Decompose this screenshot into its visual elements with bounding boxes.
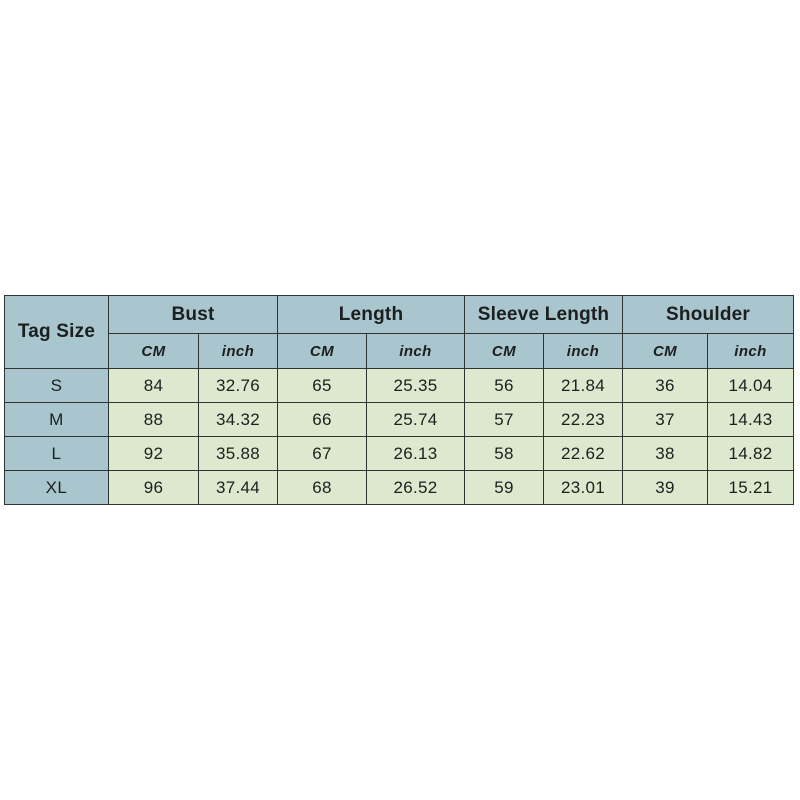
- cell-shoulder-cm: 36: [622, 368, 709, 403]
- header-group-bust: Bust: [108, 295, 278, 334]
- cell-length-inch: 26.52: [366, 470, 465, 505]
- cell-sleeve-cm: 58: [464, 436, 544, 471]
- cell-shoulder-inch: 14.43: [707, 402, 795, 437]
- table-row: S 84 32.76 65 25.35 56 21.84 36 14.04: [4, 368, 795, 403]
- size-chart-table: Tag Size Bust Length Sleeve Length Shoul…: [4, 295, 795, 505]
- cell-sleeve-inch: 23.01: [542, 470, 624, 505]
- cell-bust-inch: 35.88: [198, 436, 278, 471]
- group-header-row: Tag Size Bust Length Sleeve Length Shoul…: [4, 295, 795, 369]
- header-group-shoulder: Shoulder: [622, 295, 795, 334]
- table-body: S 84 32.76 65 25.35 56 21.84 36 14.04 M …: [4, 368, 795, 505]
- size-chart-container: Tag Size Bust Length Sleeve Length Shoul…: [4, 295, 795, 505]
- header-unit-bust-cm: CM: [108, 333, 199, 369]
- cell-length-cm: 67: [277, 436, 367, 471]
- cell-length-inch: 25.74: [366, 402, 465, 437]
- cell-length-inch: 25.35: [366, 368, 465, 403]
- cell-length-inch: 26.13: [366, 436, 465, 471]
- cell-shoulder-cm: 38: [622, 436, 709, 471]
- table-row: L 92 35.88 67 26.13 58 22.62 38 14.82: [4, 436, 795, 471]
- row-size-label: S: [4, 368, 109, 403]
- header-unit-shoulder-inch: inch: [707, 333, 795, 369]
- unit-header-row: CM inch CM inch CM inch CM inch: [5, 333, 795, 369]
- cell-shoulder-cm: 37: [622, 402, 709, 437]
- cell-bust-cm: 92: [108, 436, 199, 471]
- table-row: XL 96 37.44 68 26.52 59 23.01 39 15.21: [4, 470, 795, 505]
- cell-bust-inch: 34.32: [198, 402, 278, 437]
- cell-sleeve-inch: 22.62: [542, 436, 624, 471]
- cell-bust-inch: 37.44: [198, 470, 278, 505]
- cell-sleeve-inch: 21.84: [542, 368, 624, 403]
- cell-shoulder-inch: 14.04: [707, 368, 795, 403]
- cell-shoulder-cm: 39: [622, 470, 709, 505]
- cell-shoulder-inch: 14.82: [707, 436, 795, 471]
- cell-bust-cm: 96: [108, 470, 199, 505]
- header-group-length: Length: [277, 295, 465, 334]
- header-tag-size: Tag Size: [4, 295, 109, 369]
- cell-shoulder-inch: 15.21: [707, 470, 795, 505]
- header-unit-shoulder-cm: CM: [622, 333, 709, 369]
- row-size-label: XL: [4, 470, 109, 505]
- cell-sleeve-inch: 22.23: [542, 402, 624, 437]
- table-row: M 88 34.32 66 25.74 57 22.23 37 14.43: [4, 402, 795, 437]
- header-unit-length-cm: CM: [277, 333, 367, 369]
- cell-length-cm: 65: [277, 368, 367, 403]
- cell-bust-cm: 88: [108, 402, 199, 437]
- row-size-label: L: [4, 436, 109, 471]
- table-header: Tag Size Bust Length Sleeve Length Shoul…: [4, 295, 795, 369]
- cell-sleeve-cm: 59: [464, 470, 544, 505]
- cell-length-cm: 66: [277, 402, 367, 437]
- cell-sleeve-cm: 57: [464, 402, 544, 437]
- cell-sleeve-cm: 56: [464, 368, 544, 403]
- header-group-sleeve-length: Sleeve Length: [463, 295, 624, 334]
- row-size-label: M: [4, 402, 109, 437]
- header-unit-sleeve-inch: inch: [542, 333, 624, 369]
- header-unit-sleeve-cm: CM: [464, 333, 544, 369]
- cell-bust-cm: 84: [108, 368, 199, 403]
- cell-bust-inch: 32.76: [198, 368, 278, 403]
- header-unit-bust-inch: inch: [198, 333, 278, 369]
- cell-length-cm: 68: [277, 470, 367, 505]
- header-unit-length-inch: inch: [366, 333, 465, 369]
